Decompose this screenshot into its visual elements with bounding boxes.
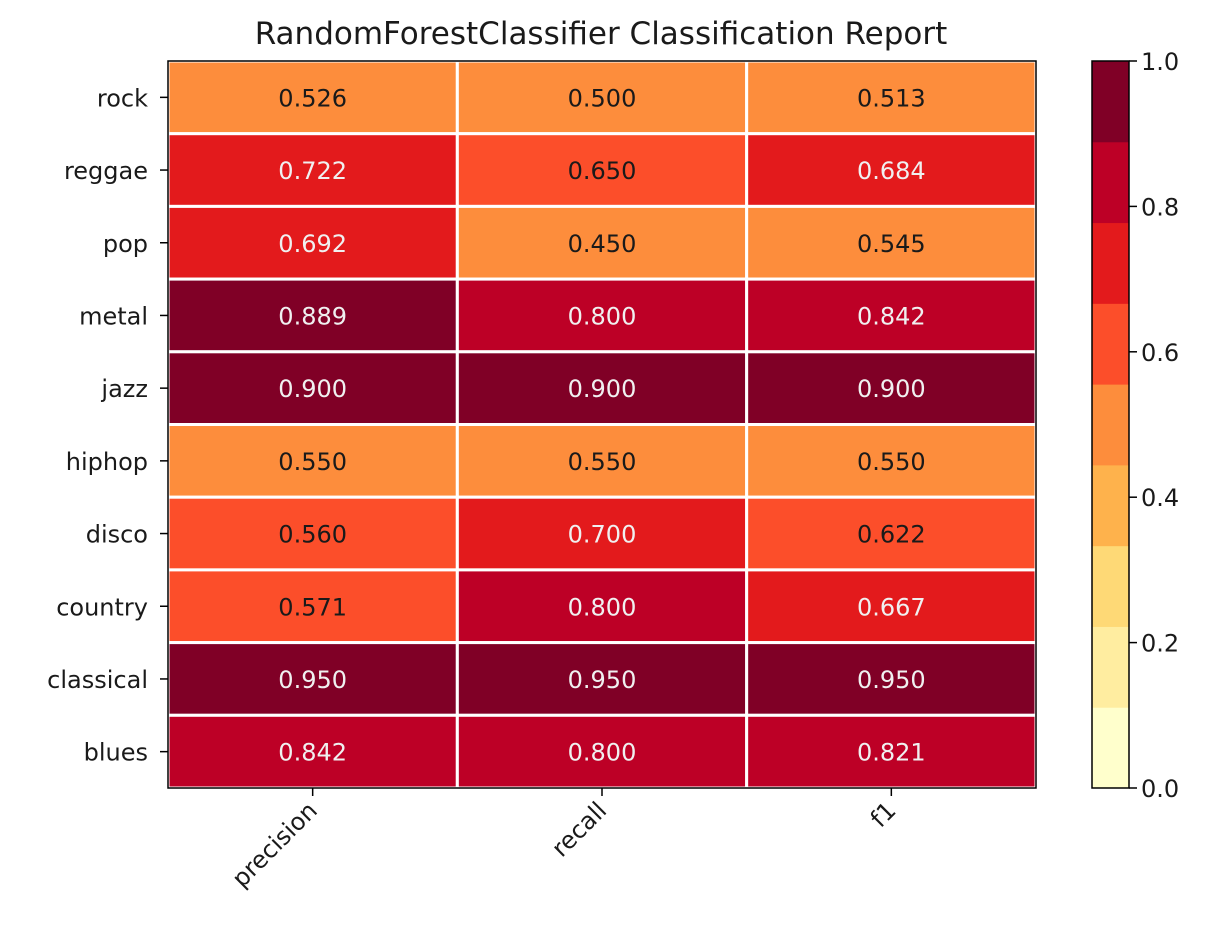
cell-value-classical-recall: 0.950 [568, 666, 637, 694]
colorbar-segment-2 [1092, 545, 1129, 627]
cell-value-country-f1: 0.667 [857, 593, 926, 621]
heatmap-cell-reggae-f1 [745, 132, 1038, 208]
heatmap-cell-jazz-recall [455, 350, 749, 426]
cell-value-classical-precision: 0.950 [278, 666, 347, 694]
heatmap-cells [166, 59, 1038, 790]
heatmap-cell-hiphop-f1 [745, 423, 1038, 499]
x-tick-label-precision: precision [227, 796, 323, 892]
cell-value-hiphop-f1: 0.550 [857, 448, 926, 476]
colorbar-frame [1091, 60, 1130, 789]
heatmap-cell-pop-recall [455, 204, 749, 281]
y-tick-label-hiphop: hiphop [66, 448, 148, 476]
y-tick-label-disco: disco [86, 521, 148, 549]
cell-value-blues-f1: 0.821 [857, 739, 926, 767]
y-tick-label-blues: blues [84, 739, 148, 767]
cell-value-hiphop-precision: 0.550 [278, 448, 347, 476]
y-tick-label-metal: metal [79, 302, 148, 330]
y-tick-label-rock: rock [97, 84, 148, 112]
y-tick-label-reggae: reggae [64, 157, 148, 185]
x-tick-label-f1: f1 [865, 796, 902, 833]
cell-value-rock-recall: 0.500 [568, 84, 637, 112]
colorbar-tick-label-0.4: 0.4 [1141, 484, 1179, 512]
heatmap-cell-rock-recall [455, 59, 749, 136]
colorbar-segment-6 [1092, 222, 1129, 304]
x-axis: precision recall f1 [227, 788, 902, 893]
y-tick-label-classical: classical [47, 666, 148, 694]
chart-title: RandomForestClassifier Classification Re… [255, 16, 948, 52]
x-tick-label-recall: recall [546, 796, 612, 862]
cell-value-jazz-f1: 0.900 [857, 375, 926, 403]
cell-value-blues-precision: 0.842 [278, 739, 347, 767]
cell-value-reggae-recall: 0.650 [568, 157, 637, 185]
cell-value-jazz-precision: 0.900 [278, 375, 347, 403]
cell-value-disco-precision: 0.560 [278, 521, 347, 549]
colorbar-segment-5 [1092, 303, 1129, 385]
colorbar-segment-7 [1092, 141, 1129, 224]
y-tick-label-jazz: jazz [100, 375, 148, 403]
y-axis: rock reggae pop metal jazz hiphop disco country… [47, 84, 168, 767]
colorbar-tick-label-0.2: 0.2 [1141, 630, 1179, 658]
cell-value-reggae-f1: 0.684 [857, 157, 926, 185]
heatmap-cell-country-recall [455, 568, 749, 645]
cell-value-country-recall: 0.800 [568, 593, 637, 621]
heatmap-cell-disco-recall [455, 495, 749, 572]
colorbar: 0.0 0.2 0.4 0.6 0.8 1.0 [1091, 48, 1179, 803]
heatmap-cell-classical-f1 [745, 641, 1038, 717]
cell-value-metal-precision: 0.889 [278, 302, 347, 330]
cell-value-metal-recall: 0.800 [568, 302, 637, 330]
cell-value-rock-precision: 0.526 [278, 84, 347, 112]
cell-value-country-precision: 0.571 [278, 593, 347, 621]
cell-value-pop-recall: 0.450 [568, 230, 637, 258]
colorbar-tick-label-0.0: 0.0 [1141, 775, 1179, 803]
colorbar-segment-4 [1092, 384, 1129, 466]
cell-value-metal-f1: 0.842 [857, 302, 926, 330]
cell-value-jazz-recall: 0.900 [568, 375, 637, 403]
heatmap-cell-blues-recall [455, 713, 749, 790]
heatmap-cell-metal-f1 [745, 277, 1038, 354]
cell-value-pop-precision: 0.692 [278, 230, 347, 258]
heatmap-cell-disco-f1 [745, 495, 1038, 572]
cell-value-pop-f1: 0.545 [857, 230, 926, 258]
heatmap-cell-labels: 0.526 0.500 0.513 0.722 0.650 0.684 0.692 0.450… [278, 84, 925, 766]
colorbar-segment-0 [1092, 707, 1129, 789]
colorbar-segment-1 [1092, 626, 1129, 708]
cell-value-reggae-precision: 0.722 [278, 157, 347, 185]
colorbar-segment-8 [1092, 61, 1129, 143]
heatmap-cell-blues-precision [166, 713, 459, 790]
cell-value-blues-recall: 0.800 [568, 739, 637, 767]
y-tick-label-country: country [56, 593, 148, 621]
heatmap-cell-hiphop-recall [455, 423, 749, 499]
y-tick-label-pop: pop [103, 230, 148, 258]
colorbar-tick-label-0.8: 0.8 [1141, 193, 1179, 221]
heatmap-cell-metal-precision [166, 277, 459, 354]
cell-value-classical-f1: 0.950 [857, 666, 926, 694]
colorbar-segment-3 [1092, 464, 1129, 547]
cell-value-rock-f1: 0.513 [857, 84, 926, 112]
heatmap-cell-country-precision [166, 568, 459, 645]
cell-value-hiphop-recall: 0.550 [568, 448, 637, 476]
heatmap-cell-disco-precision [166, 495, 459, 572]
colorbar-tick-label-0.6: 0.6 [1141, 339, 1179, 367]
cell-value-disco-f1: 0.622 [857, 521, 926, 549]
colorbar-tick-label-1.0: 1.0 [1141, 48, 1179, 76]
cell-value-disco-recall: 0.700 [568, 521, 637, 549]
plot-frame [167, 60, 1037, 789]
